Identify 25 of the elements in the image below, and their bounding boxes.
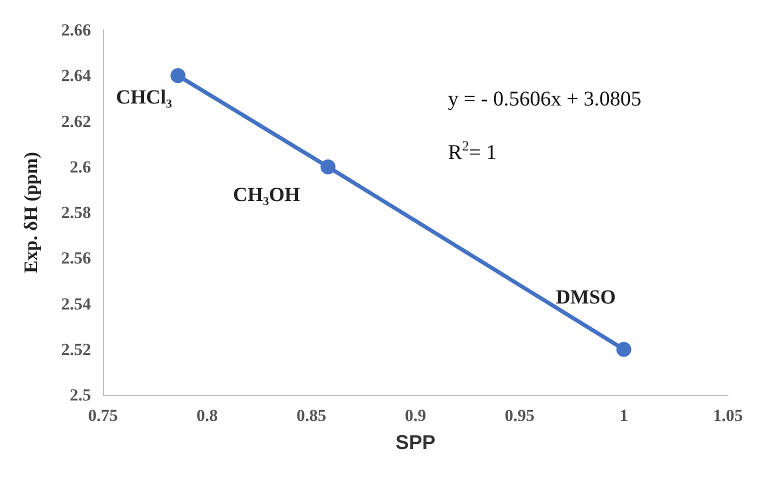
x-tick-label: 1.05 [713, 406, 743, 425]
x-tick-label: 0.95 [504, 406, 535, 425]
annotation: DMSO [556, 286, 616, 308]
y-tick-label: 2.64 [61, 66, 92, 86]
y-tick-label: 2.66 [61, 20, 91, 40]
y-tick-label: 2.56 [61, 248, 91, 268]
x-tick-label: 0.75 [88, 406, 118, 425]
x-axis-title: SPP [395, 432, 436, 454]
annotation: CH₃OH [233, 184, 301, 206]
y-tick-label: 2.58 [61, 203, 91, 222]
x-tick-label: 0.85 [296, 406, 326, 425]
point [170, 68, 186, 84]
point [320, 159, 336, 174]
x-tick-label: 0.8 [196, 406, 218, 425]
y-tick-label: 2.54 [61, 294, 92, 314]
y-tick-label: 2.62 [61, 112, 91, 131]
y-tick-label: 2.5 [70, 386, 91, 404]
y-tick-label: 2.6 [70, 157, 91, 176]
x-tick-label: 0.9 [404, 406, 426, 425]
x-tick-label: 1 [620, 406, 628, 425]
y-tick-label: 2.52 [61, 340, 91, 359]
point [616, 342, 632, 357]
annotation: y = - 0.5606x + 3.0805 [448, 86, 642, 110]
annotation: CHCl₃ [116, 86, 172, 109]
y-axis-title: Exp. δH (ppm) [21, 152, 42, 274]
